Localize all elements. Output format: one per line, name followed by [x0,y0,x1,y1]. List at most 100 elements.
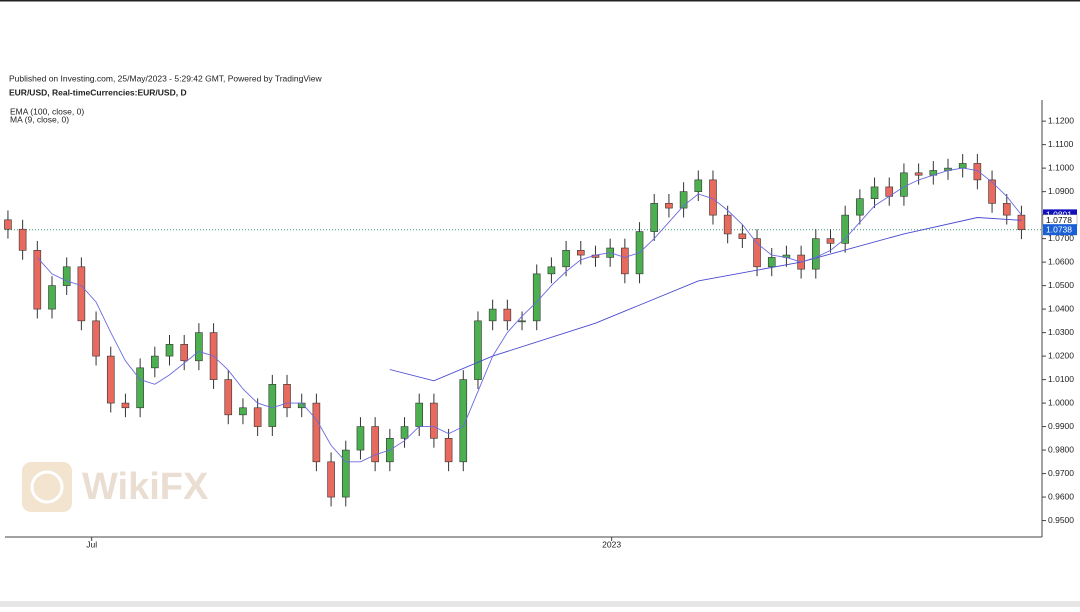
candle-body [1017,214,1026,230]
candle-body [650,203,659,232]
candle-body [151,355,159,369]
legend-entry: MA (9, close, 0) [10,114,69,124]
candle-body [562,250,570,268]
y-tick-label: 1.0000 [1048,397,1074,407]
candle [371,417,379,472]
candle [341,440,350,507]
legend-entry: EMA (100, close, 0) [10,106,84,116]
candle-body [503,308,512,322]
candle-body [753,238,761,268]
candle-body [33,250,42,310]
y-tick-label: 1.0300 [1048,327,1074,337]
candle [327,452,335,507]
candle-body [900,172,908,197]
y-tick-label: 1.0400 [1048,303,1074,313]
candle [841,205,849,253]
candle-body [444,438,453,463]
y-tick-label: 1.1100 [1048,139,1074,149]
candle-body [18,228,27,251]
candle-body [811,238,820,270]
candle-body [62,266,71,286]
watermark: WikiFX [22,462,209,512]
candle [195,323,203,371]
candle [518,311,526,331]
candle [811,229,820,279]
candle [488,299,497,331]
header: Published on Investing.com, 25/May/2023 … [9,73,322,83]
candle-body [180,344,188,362]
candle [356,417,365,460]
candle [253,398,262,436]
candle [944,158,952,180]
watermark-logo-mark [30,470,64,504]
candle-body [312,402,321,463]
candle-body [327,461,335,498]
candle-body [92,320,100,357]
candle [92,311,100,366]
candle [77,257,86,331]
candle [151,346,159,378]
candle [621,238,629,284]
candle [723,205,732,244]
y-tick-label: 1.1200 [1048,115,1074,125]
candle [33,240,42,319]
candle-body [121,402,130,409]
x-tick-label: 2023 [602,539,621,549]
candle [753,229,761,277]
candle [1017,205,1026,240]
candle-body [165,344,174,357]
watermark-logo [22,462,72,512]
candle [532,264,541,331]
candle [268,374,277,436]
candle-body [870,186,879,199]
candle [958,154,967,178]
candle [929,161,938,185]
line-series [389,217,1022,382]
candle-body [106,355,115,404]
candle [444,428,453,472]
candle-body [826,238,835,244]
candle-body [723,214,732,235]
candle [665,193,673,218]
candle-body [459,379,468,463]
candle [62,257,71,296]
candle-body [430,402,438,439]
candle [503,299,512,331]
candle-body [268,383,277,427]
y-tick-label: 1.0700 [1048,233,1074,243]
price-label-bg [1043,224,1077,236]
candle-body [400,426,409,439]
price-label: 1.0738 [1046,224,1072,234]
candle [973,154,982,190]
chart-title: EUR/USD, Real-timeCurrencies:EUR/USD, D [9,87,187,97]
candle [474,311,482,389]
candle-body [738,233,747,239]
candle-body [973,163,982,181]
candle-body [488,308,497,322]
candle-body [547,266,556,275]
candle [312,393,321,472]
candle-body [77,266,86,322]
candle [283,374,291,418]
candle-body [767,257,776,268]
candle-body [195,332,203,362]
candle [826,229,835,253]
candle [459,370,468,472]
x-tick-label: Jul [86,539,97,549]
candle [547,257,556,284]
candle [239,398,247,425]
candle-body [621,247,629,275]
candle-body [958,163,967,169]
candle-body [914,172,923,176]
candle-body [239,407,247,416]
candle [679,182,688,218]
candle [48,276,56,319]
candle [4,210,12,239]
candle [415,393,424,436]
y-tick-label: 0.9600 [1048,491,1074,501]
candle [430,393,438,448]
candle [885,177,894,206]
candle [900,163,908,206]
